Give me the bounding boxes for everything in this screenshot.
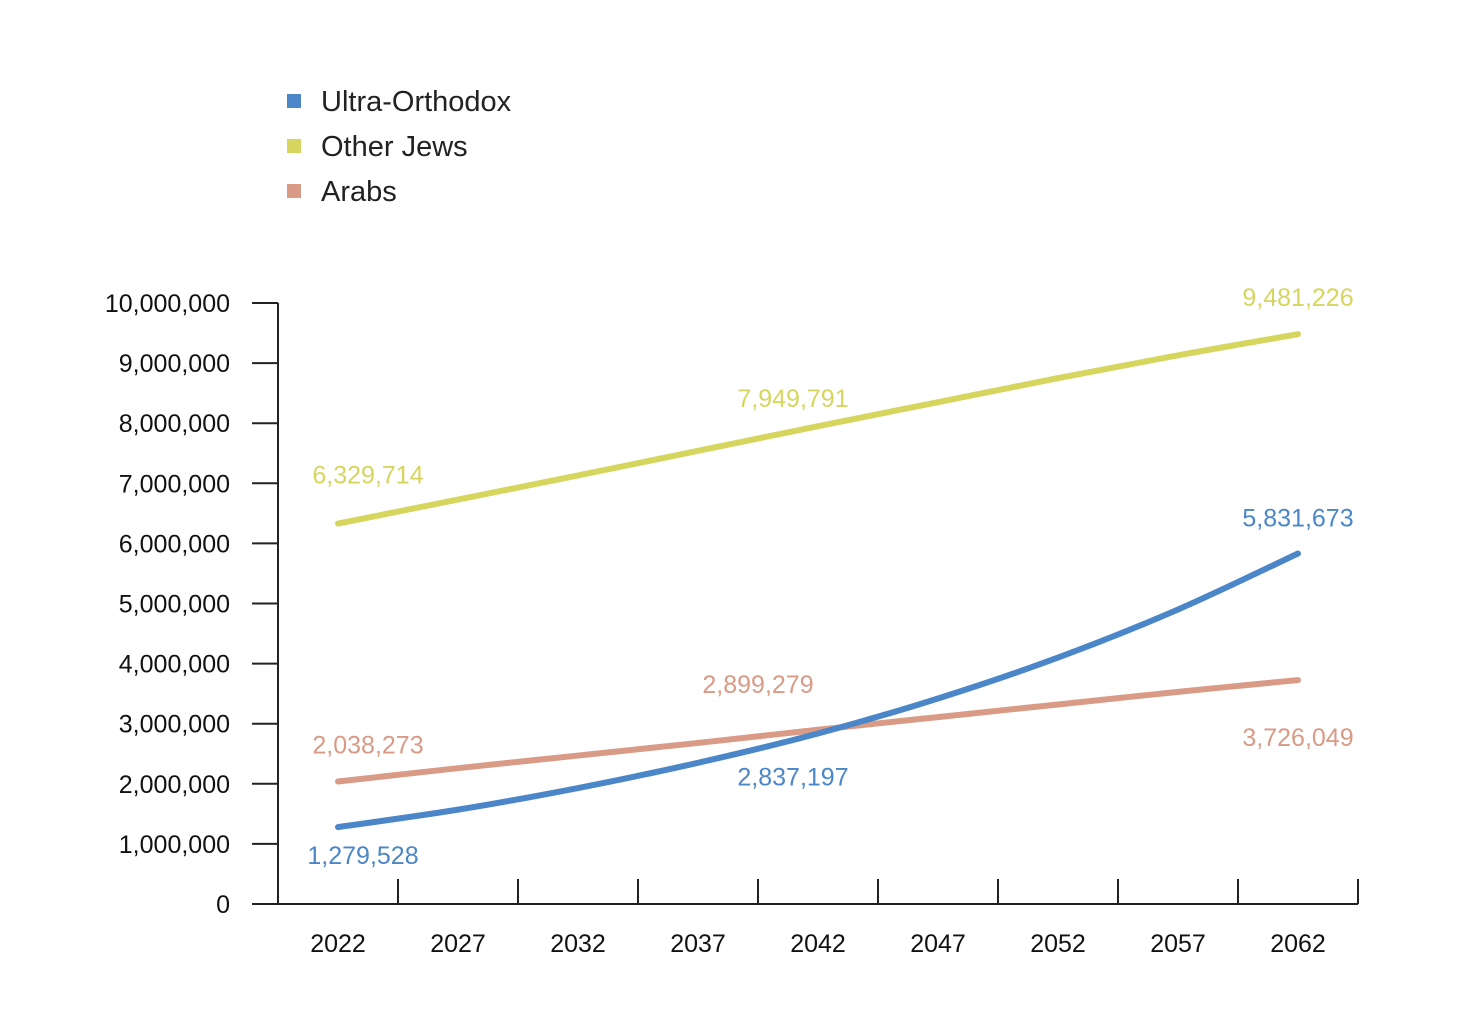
series-line-arabs [335,677,1301,785]
legend-label-2: Arabs [321,176,397,208]
y-tick-label-4: 4,000,000 [119,651,230,679]
data-label-other-jews-0: 6,329,714 [312,462,423,490]
legend: Ultra-Orthodox Other Jews Arabs [287,86,512,208]
series-line-other-jews [335,331,1301,527]
series-lines [335,331,1301,831]
x-tick-label-8: 2062 [1270,930,1326,958]
y-tick-label-5: 5,000,000 [119,591,230,619]
x-tick-label-5: 2047 [910,930,966,958]
y-tick-label-3: 3,000,000 [119,711,230,739]
legend-label-1: Other Jews [321,131,468,163]
y-tick-label-10: 10,000,000 [105,290,230,318]
x-tick-label-7: 2057 [1150,930,1206,958]
y-tick-label-0: 0 [216,891,230,919]
x-tick-label-1: 2027 [430,930,486,958]
data-label-arabs-4: 2,899,279 [702,671,813,699]
x-tick-label-3: 2037 [670,930,726,958]
legend-swatch-2 [287,184,301,198]
y-tick-label-7: 7,000,000 [119,470,230,498]
y-tick-label-9: 9,000,000 [119,350,230,378]
data-label-arabs-8: 3,726,049 [1242,724,1353,752]
data-label-other-jews-8: 9,481,226 [1242,284,1353,312]
data-label-ultra-orthodox-8: 5,831,673 [1242,505,1353,533]
y-tick-label-6: 6,000,000 [119,530,230,558]
data-label-ultra-orthodox-4: 2,837,197 [737,763,848,791]
data-label-ultra-orthodox-0: 1,279,528 [307,842,418,870]
x-tick-label-6: 2052 [1030,930,1086,958]
x-tick-label-4: 2042 [790,930,846,958]
data-labels: 1,279,528 2,837,197 5,831,673 6,329,714 7,94… [307,284,1353,870]
legend-swatch-1 [287,139,301,153]
y-tick-label-8: 8,000,000 [119,410,230,438]
data-label-arabs-0: 2,038,273 [312,731,423,759]
series-line-ultra-orthodox [335,550,1301,831]
legend-swatch-0 [287,94,301,108]
axes: 0 1,000,000 2,000,000 3,000,000 4,000,000 5,0… [105,290,1359,958]
y-tick-label-2: 2,000,000 [119,771,230,799]
x-tick-label-2: 2032 [550,930,606,958]
y-tick-label-1: 1,000,000 [119,831,230,859]
legend-label-0: Ultra-Orthodox [321,86,512,118]
data-label-other-jews-4: 7,949,791 [737,385,848,413]
x-tick-label-0: 2022 [310,930,366,958]
